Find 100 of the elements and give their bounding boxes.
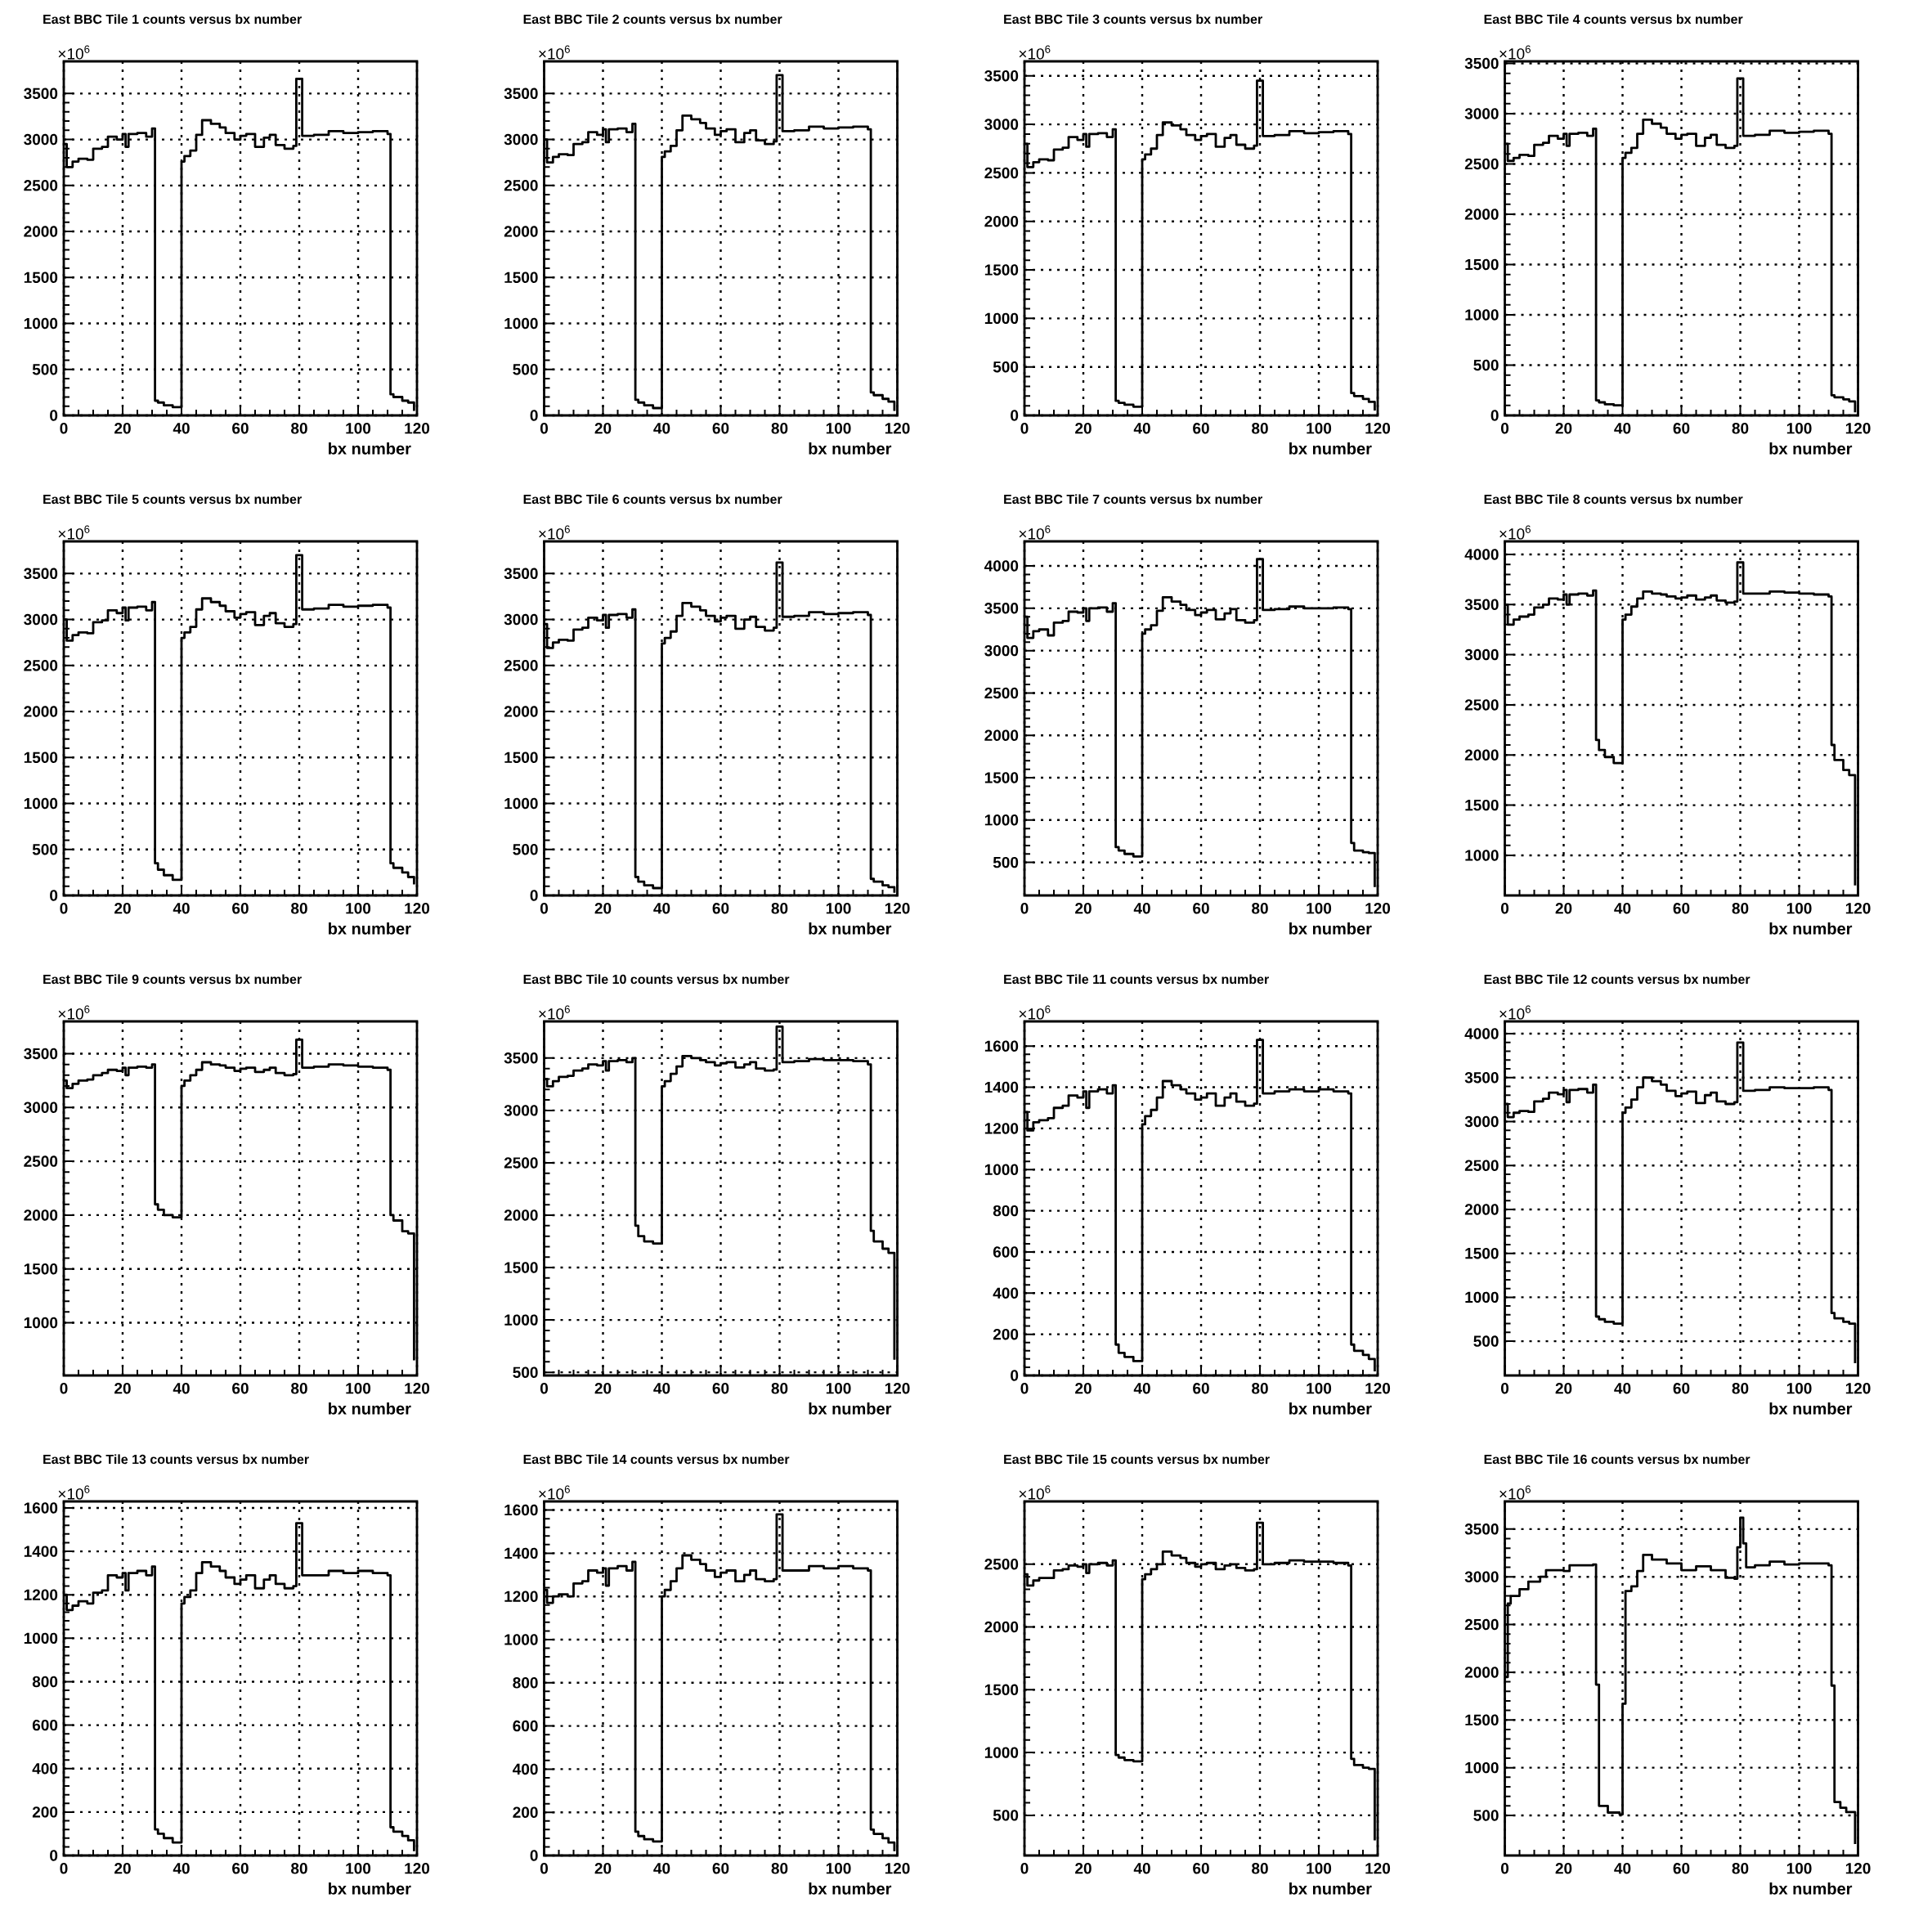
y-tick-label: 2000: [1464, 209, 1499, 220]
x-axis-title: bx number: [809, 1402, 892, 1415]
x-tick-label: 120: [885, 423, 910, 434]
text: ×10$^{6}$: [1499, 45, 1531, 60]
chart-title: East BBC Tile 13 counts versus bx number: [43, 1454, 309, 1465]
y-tick-label: 1500: [1465, 1714, 1499, 1726]
x-tick-label: 20: [1555, 1383, 1572, 1394]
y-tick-label: 500: [993, 1810, 1019, 1821]
y-tick-label: 500: [1473, 1810, 1499, 1821]
y-tick-label: 2000: [984, 216, 1019, 227]
y-tick-label: 500: [1473, 359, 1499, 371]
y-tick-label: 1500: [984, 1684, 1019, 1696]
y-tick-label: 1500: [504, 752, 538, 764]
x-tick-label: 100: [346, 903, 371, 914]
y-tick-label: 1000: [1465, 1761, 1499, 1774]
x-tick-label: 60: [232, 423, 249, 434]
y-tick-label: 0: [530, 1850, 538, 1861]
y-tick-label: 1000: [504, 797, 538, 810]
x-tick-label: 100: [1786, 1383, 1812, 1394]
x-tick-label: 60: [712, 1863, 729, 1874]
text: ×10$^{6}$: [539, 525, 570, 540]
x-tick-label: 60: [1673, 423, 1690, 434]
y-tick-label: 1500: [504, 1262, 538, 1273]
y-tick-label: 4000: [1464, 1028, 1499, 1039]
x-tick-label: 0: [1020, 1863, 1029, 1874]
x-tick-label: 0: [1500, 903, 1509, 914]
x-tick-label: 100: [346, 1863, 371, 1874]
y-tick-label: 1600: [984, 1040, 1019, 1052]
y-tick-label: 1000: [1465, 1291, 1499, 1304]
x-tick-label: 120: [885, 1383, 910, 1394]
y-tick-label: 1500: [1465, 799, 1499, 811]
y-tick-label: 2000: [24, 1209, 58, 1221]
x-tick-label: 20: [1075, 903, 1092, 914]
chart-title: East BBC Tile 9 counts versus bx number: [43, 974, 302, 985]
y-tick-label: 600: [993, 1246, 1019, 1258]
x-tick-label: 40: [1133, 903, 1150, 914]
y-tick-label: 3000: [504, 613, 538, 626]
y-tick-label: 3500: [984, 603, 1019, 614]
y-tick-label: 2000: [1464, 1204, 1499, 1215]
y-tick-label: 3500: [1464, 1523, 1499, 1535]
y-tick-label: 1000: [24, 1632, 58, 1645]
x-tick-label: 100: [1786, 903, 1812, 914]
x-tick-label: 20: [114, 1863, 131, 1874]
x-tick-label: 100: [1786, 423, 1812, 434]
y-tick-label: 2500: [504, 1157, 538, 1169]
x-axis-title: bx number: [1289, 1882, 1372, 1895]
y-tick-label: 3000: [504, 1105, 538, 1116]
y-tick-label: 1500: [1465, 1247, 1499, 1259]
y-tick-label: 800: [993, 1205, 1019, 1217]
x-tick-label: 120: [405, 1383, 430, 1394]
x-tick-label: 80: [1732, 423, 1749, 434]
y-tick-label: 1000: [1465, 309, 1499, 321]
x-tick-label: 20: [1075, 1383, 1092, 1394]
y-tick-label: 3500: [504, 1052, 538, 1064]
y-tick-label: 1200: [24, 1589, 58, 1600]
x-tick-label: 40: [653, 1383, 670, 1394]
text: ×10$^{6}$: [539, 45, 570, 60]
x-tick-label: 0: [540, 1863, 549, 1874]
x-tick-label: 0: [1020, 903, 1029, 914]
x-tick-label: 40: [1133, 423, 1150, 434]
chart-title: East BBC Tile 6 counts versus bx number: [523, 494, 782, 505]
chart-title: East BBC Tile 8 counts versus bx number: [1484, 494, 1743, 505]
x-tick-label: 120: [405, 423, 430, 434]
x-tick-label: 20: [1555, 423, 1572, 434]
y-tick-label: 2500: [24, 1155, 58, 1167]
y-tick-label: 0: [1011, 1370, 1019, 1381]
x-tick-label: 0: [1500, 423, 1509, 434]
x-tick-label: 80: [1252, 1863, 1268, 1874]
text: ×10$^{6}$: [1019, 525, 1051, 540]
y-tick-label: 0: [530, 890, 538, 901]
y-tick-label: 400: [32, 1763, 58, 1775]
y-tick-label: 1400: [24, 1546, 58, 1557]
y-tick-label: 2500: [24, 180, 58, 191]
x-axis-title: bx number: [809, 922, 892, 935]
y-tick-label: 0: [530, 410, 538, 421]
x-tick-label: 80: [771, 1863, 788, 1874]
y-tick-label: 1000: [1465, 850, 1499, 861]
x-tick-label: 0: [1020, 423, 1029, 434]
x-tick-label: 120: [1365, 1383, 1391, 1394]
y-tick-label: 3500: [1464, 599, 1499, 611]
x-tick-label: 0: [60, 1383, 68, 1394]
x-tick-label: 60: [232, 1863, 249, 1874]
y-tick-label: 0: [50, 890, 58, 901]
x-tick-label: 120: [405, 1863, 430, 1874]
x-tick-label: 0: [60, 903, 68, 914]
y-tick-label: 1500: [984, 264, 1019, 276]
y-tick-label: 600: [32, 1719, 58, 1731]
x-tick-label: 40: [173, 1383, 190, 1394]
y-tick-label: 1000: [984, 1747, 1019, 1758]
x-tick-label: 100: [1307, 903, 1332, 914]
y-tick-label: 1000: [24, 797, 58, 810]
y-tick-label: 2500: [504, 180, 538, 191]
x-axis-title: bx number: [329, 922, 411, 935]
y-tick-label: 2000: [504, 1209, 538, 1221]
y-tick-label: 1400: [504, 1547, 538, 1559]
y-tick-label: 500: [32, 364, 58, 375]
x-tick-label: 120: [1365, 1863, 1391, 1874]
x-tick-label: 100: [826, 903, 851, 914]
y-tick-label: 200: [993, 1328, 1019, 1340]
y-tick-label: 2000: [504, 706, 538, 717]
